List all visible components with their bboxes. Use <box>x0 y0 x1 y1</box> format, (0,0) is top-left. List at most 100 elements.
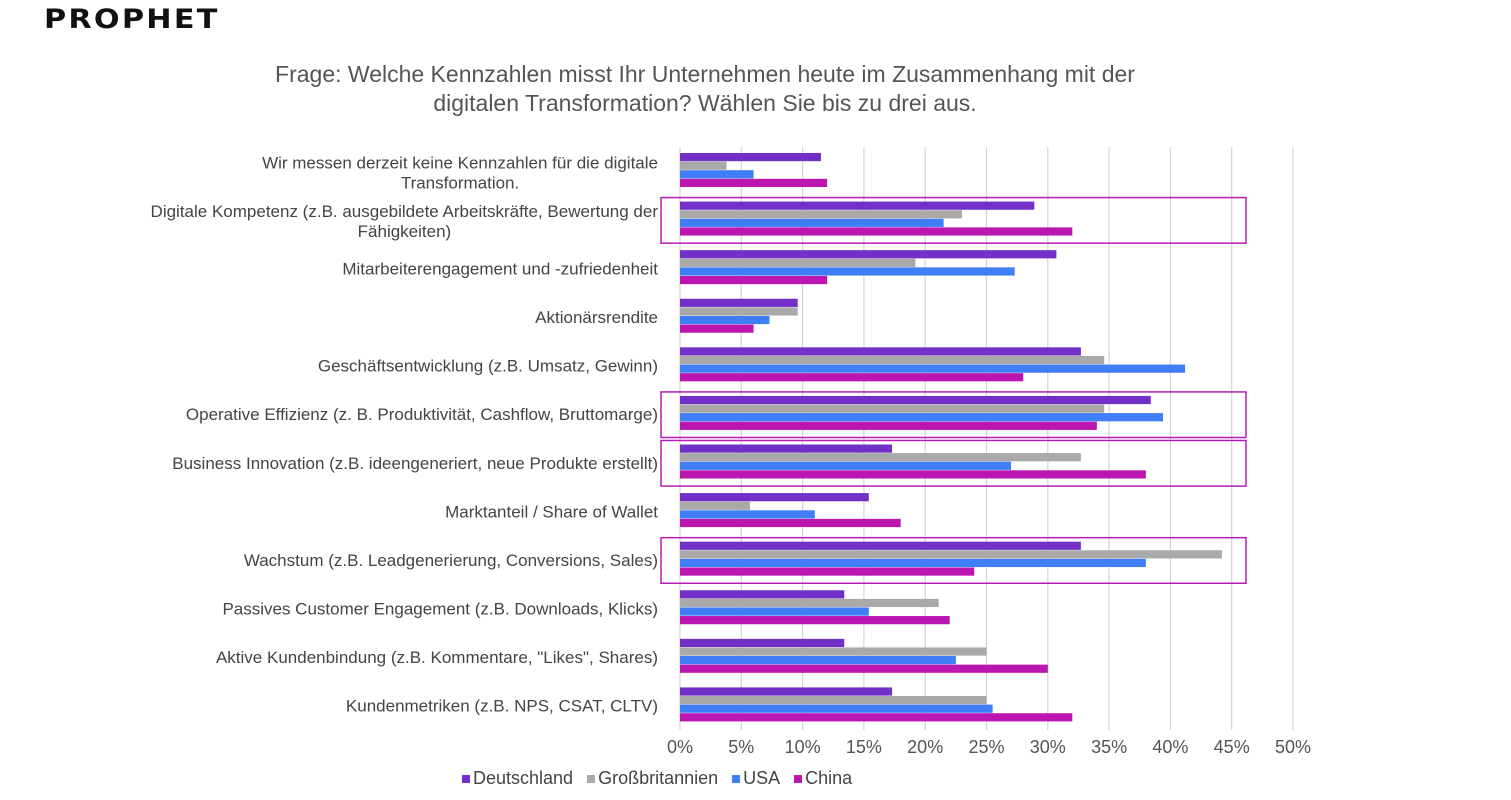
bar-grobritannien <box>680 696 987 705</box>
x-tick-label: 45% <box>1214 737 1250 757</box>
category-label-line-2: Fähigkeiten) <box>358 222 452 241</box>
legend-label: China <box>805 768 853 788</box>
x-tick-label: 20% <box>907 737 943 757</box>
legend-label: USA <box>743 768 781 788</box>
bars <box>680 153 1222 722</box>
category-label: Marktanteil / Share of Wallet <box>445 502 658 521</box>
bar-deutschland <box>680 298 798 307</box>
bar-china <box>680 470 1146 479</box>
highlight-box <box>660 536 1247 585</box>
highlight-boxes <box>660 196 1247 585</box>
bar-deutschland <box>680 444 893 453</box>
bar-china <box>680 421 1097 430</box>
legend-item-deutschland[interactable]: Deutschland <box>462 768 573 789</box>
category-label-line-2: Transformation. <box>401 173 519 192</box>
bar-usa <box>680 656 956 665</box>
bar-china <box>680 373 1024 382</box>
legend-item-china[interactable]: China <box>794 768 852 789</box>
bar-deutschland <box>680 638 845 648</box>
bar-deutschland <box>680 153 821 162</box>
category-label: Kundenmetriken (z.B. NPS, CSAT, CLTV) <box>346 697 658 716</box>
bar-grobritannien <box>680 404 1105 413</box>
bar-usa <box>680 218 944 227</box>
bar-china <box>680 178 828 187</box>
category-label: Mitarbeiterengagement und -zufriedenheit <box>342 259 658 278</box>
bar-grobritannien <box>680 210 962 219</box>
x-tick-label: 50% <box>1275 737 1311 757</box>
bar-usa <box>680 170 754 179</box>
x-tick-label: 0% <box>667 737 693 757</box>
legend-label: Deutschland <box>473 768 574 788</box>
bar-usa <box>680 267 1015 276</box>
x-tick-label: 30% <box>1030 737 1066 757</box>
bar-deutschland <box>680 395 1151 405</box>
category-label: Operative Effizienz (z. B. Produktivität… <box>186 405 658 424</box>
x-tick-label: 5% <box>728 737 754 757</box>
bar-grobritannien <box>680 647 987 656</box>
x-tick-labels: 0% 5% 10% 15% 20% 25% 30% 35% 40% 45% 50% <box>667 737 1311 757</box>
bar-china <box>680 275 828 285</box>
bar-china <box>680 518 901 528</box>
bar-usa <box>680 315 770 325</box>
bar-deutschland <box>680 687 893 696</box>
bar-grobritannien <box>680 501 750 510</box>
category-label: Wachstum (z.B. Leadgenerierung, Conversi… <box>244 551 658 570</box>
legend-item-grossbritannien[interactable]: Großbritannien <box>587 768 718 789</box>
gridlines <box>679 147 1294 730</box>
category-label: Digitale Kompetenz (z.B. ausgebildete Ar… <box>151 202 659 221</box>
category-label: Aktionärsrendite <box>535 308 658 327</box>
legend: Deutschland Großbritannien USA China <box>462 768 852 789</box>
bar-grobritannien <box>680 307 798 316</box>
category-labels: Wir messen derzeit keine Kennzahlen für … <box>151 153 659 715</box>
chart-title-line-1: Frage: Welche Kennzahlen misst Ihr Unter… <box>275 61 1135 87</box>
highlight-box <box>660 391 1247 439</box>
bar-usa <box>680 413 1164 422</box>
category-label: Passives Customer Engagement (z.B. Downl… <box>222 600 658 619</box>
bar-grobritannien <box>680 161 727 170</box>
legend-swatch <box>794 774 803 783</box>
bar-deutschland <box>680 250 1057 259</box>
bar-usa <box>680 510 815 519</box>
chart-title-line-2: digitalen Transformation? Wählen Sie bis… <box>433 90 977 116</box>
bar-deutschland <box>680 590 845 599</box>
legend-label: Großbritannien <box>598 768 719 788</box>
bar-usa <box>680 364 1186 373</box>
bar-china <box>680 324 754 333</box>
x-tick-label: 25% <box>968 737 1004 757</box>
bar-deutschland <box>680 201 1035 210</box>
bar-china <box>680 713 1073 722</box>
x-tick-label: 15% <box>846 737 882 757</box>
highlight-box <box>660 196 1247 244</box>
legend-item-usa[interactable]: USA <box>732 768 780 789</box>
bar-china <box>680 664 1048 673</box>
bar-deutschland <box>680 541 1081 550</box>
category-label: Aktive Kundenbindung (z.B. Kommentare, "… <box>216 648 658 667</box>
bar-grobritannien <box>680 355 1105 365</box>
highlight-box <box>660 439 1247 487</box>
bar-deutschland <box>680 493 869 502</box>
legend-swatch <box>462 774 470 783</box>
bar-usa <box>680 607 869 616</box>
chart-title: Frage: Welche Kennzahlen misst Ihr Unter… <box>150 60 1260 118</box>
bar-china <box>680 616 950 625</box>
bar-usa <box>680 558 1146 568</box>
bar-china <box>680 227 1073 236</box>
legend-swatch <box>732 774 741 783</box>
bar-deutschland <box>680 347 1081 356</box>
prophet-logo: PROPHET <box>44 4 220 35</box>
bar-usa <box>680 704 993 713</box>
category-label: Business Innovation (z.B. ideengeneriert… <box>172 454 658 473</box>
bar-grobritannien <box>680 550 1222 559</box>
bar-grobritannien <box>680 258 916 267</box>
bar-usa <box>680 461 1012 470</box>
x-tick-label: 10% <box>785 737 821 757</box>
x-tick-label: 40% <box>1152 737 1188 757</box>
category-label: Wir messen derzeit keine Kennzahlen für … <box>262 153 658 172</box>
legend-swatch <box>587 774 596 783</box>
x-tick-label: 35% <box>1091 737 1127 757</box>
bar-grobritannien <box>680 453 1081 462</box>
category-label: Geschäftsentwicklung (z.B. Umsatz, Gewin… <box>318 357 658 376</box>
bar-grobritannien <box>680 598 939 608</box>
bar-china <box>680 567 975 576</box>
